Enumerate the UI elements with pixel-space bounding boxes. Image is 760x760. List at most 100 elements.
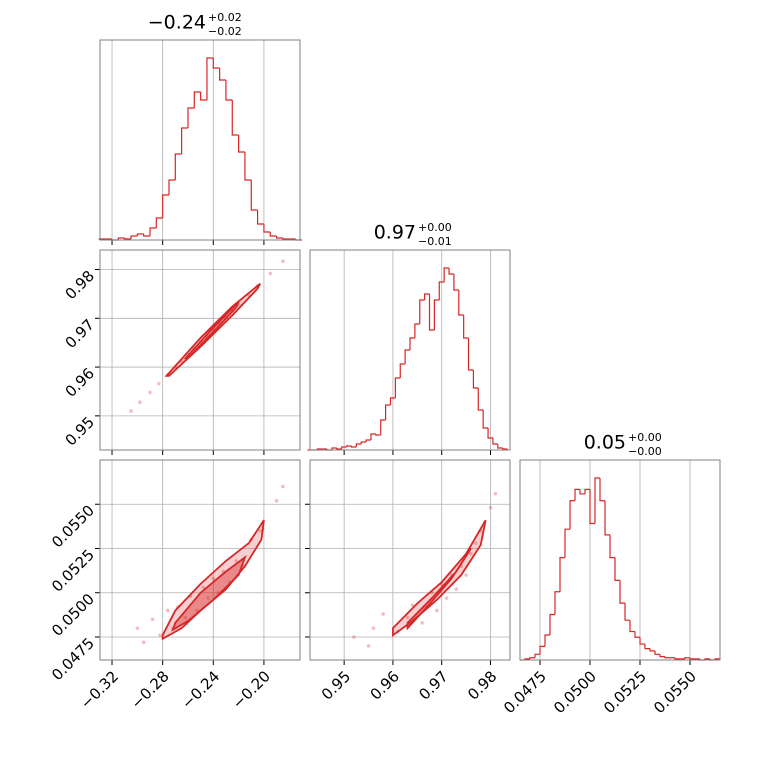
x-tick-label: 0.95 [318, 667, 354, 703]
hist-step [282, 238, 290, 240]
x-tick-label: 0.0475 [500, 667, 550, 717]
scatter-point [493, 491, 498, 496]
scatter-point [352, 635, 356, 639]
title-value: −0.24 [148, 12, 206, 34]
scatter-point [141, 640, 146, 645]
scatter-point [405, 615, 410, 620]
hist-step [269, 232, 277, 237]
hist-step [487, 428, 493, 439]
hist-step [574, 488, 580, 501]
hist-step [689, 657, 695, 660]
scatter-point [183, 615, 188, 620]
hist-step [534, 653, 540, 658]
scatter-point [469, 552, 473, 556]
hist-step [345, 445, 352, 447]
title-value: 0.05 [584, 432, 626, 454]
hist-step [174, 153, 182, 180]
hist-step [136, 233, 144, 236]
scatter-point [258, 528, 262, 533]
hist-step [149, 227, 157, 236]
hist-step [399, 363, 406, 378]
hist-step [355, 443, 362, 447]
scatter-point [281, 259, 285, 264]
hist-step [350, 446, 357, 448]
hist-step [124, 238, 132, 240]
hist-step [529, 657, 535, 659]
scatter-point [135, 626, 140, 630]
hist-step [256, 210, 264, 225]
hist-step [380, 419, 386, 435]
scatter-point [138, 400, 142, 404]
hist-step [599, 478, 605, 502]
scatter-point [165, 608, 170, 613]
hist-step [609, 534, 615, 559]
y-tick-label: 0.96 [62, 364, 98, 400]
scatter-point [366, 644, 371, 648]
hist-step [341, 446, 347, 449]
title-plus: +0.02 [208, 11, 242, 24]
x-tick-label: −0.32 [77, 667, 122, 712]
scatter-point [158, 633, 162, 638]
scatter-point [444, 596, 449, 600]
scatter-point [454, 587, 459, 592]
hist-step [375, 434, 381, 436]
scatter-point [274, 498, 279, 503]
y-tick-label: 0.97 [62, 316, 98, 352]
hist-step [589, 489, 595, 525]
hist-step [428, 294, 435, 331]
hist-step [206, 57, 214, 100]
panel-frame [99, 249, 301, 451]
hist-step [472, 370, 479, 389]
hist-step [634, 631, 640, 638]
hist-step [614, 557, 620, 581]
scatter-point [150, 617, 155, 622]
hist-step [162, 194, 169, 218]
scatter-point [129, 409, 133, 413]
title-minus: −0.00 [628, 445, 662, 458]
x-tick-label: −0.28 [127, 667, 172, 712]
hist-step [569, 500, 575, 530]
hist-step [539, 645, 545, 655]
hist-step [554, 591, 560, 615]
hist-step [244, 152, 252, 181]
scatter-point [157, 381, 161, 386]
y-tick-label: 0.0500 [48, 590, 98, 640]
hist-step [448, 268, 454, 275]
scatter-point [474, 541, 478, 545]
scatter-point [410, 603, 415, 607]
hist-step [659, 654, 665, 658]
hist-step [684, 657, 690, 659]
title-minus: −0.01 [418, 235, 452, 248]
hist-step [193, 91, 201, 108]
hist-step [549, 613, 555, 635]
hist-step [463, 315, 469, 339]
hist-step [453, 274, 459, 291]
scatter-point [211, 576, 216, 581]
scatter-point [420, 621, 424, 625]
contour [171, 554, 247, 632]
scatter-point [268, 271, 273, 276]
hist-step [414, 323, 420, 338]
hist-step [579, 489, 585, 495]
title-value: 0.97 [374, 222, 416, 244]
y-tick-label: 0.0475 [48, 634, 98, 684]
hist-step [263, 224, 271, 233]
hist-step [584, 488, 590, 494]
hist-step [200, 92, 207, 101]
scatter-point [234, 559, 238, 563]
scatter-point [195, 608, 199, 613]
hist-step [212, 58, 220, 69]
x-tick-label: 0.97 [415, 667, 451, 703]
hist-step [187, 107, 195, 128]
scatter-point [464, 573, 468, 577]
scatter-point [381, 612, 385, 616]
scatter-point [281, 484, 285, 489]
hist-step [98, 238, 106, 240]
hist-step [477, 388, 484, 411]
hist-step [168, 179, 176, 195]
hist-step [649, 648, 655, 652]
hist-step [644, 644, 650, 650]
hist-step [433, 299, 440, 330]
hist-step [225, 80, 233, 101]
hist-step [559, 557, 565, 592]
